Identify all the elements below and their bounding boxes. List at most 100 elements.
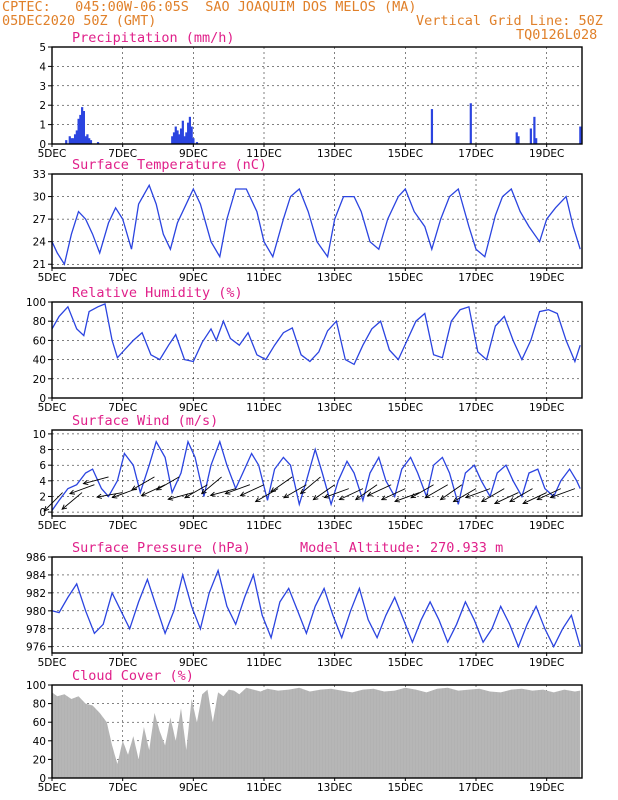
wind-title: Surface Wind (m/s) bbox=[72, 413, 218, 429]
precipitation-bar bbox=[72, 138, 75, 144]
precipitation-bar bbox=[179, 128, 183, 144]
precipitation-frame bbox=[51, 46, 583, 145]
precipitation-bar bbox=[79, 114, 82, 144]
precipitation-title: Precipitation (mm/h) bbox=[72, 30, 235, 46]
temperature-xtick-label: 19DEC bbox=[529, 272, 564, 284]
temperature-ytick-label: 30 bbox=[33, 192, 46, 204]
cloud-cover-xtick-label: 7DEC bbox=[108, 782, 137, 794]
precipitation-ytick-label: 0 bbox=[39, 139, 46, 151]
wind-arrow-head bbox=[68, 489, 75, 495]
precipitation-bar bbox=[174, 126, 177, 144]
precipitation-bar bbox=[176, 130, 179, 144]
precipitation-bar bbox=[181, 120, 184, 144]
wind-arrow bbox=[440, 484, 463, 501]
pressure-xtick-label: 9DEC bbox=[179, 657, 208, 669]
pressure-xtick-label: 19DEC bbox=[529, 657, 564, 669]
wind-arrow bbox=[494, 492, 519, 504]
wind-arrow bbox=[61, 492, 83, 510]
precipitation-bar bbox=[185, 132, 188, 144]
wind-arrow bbox=[184, 484, 208, 499]
wind-arrow bbox=[255, 488, 279, 503]
wind-arrow-head bbox=[254, 497, 261, 503]
pressure-annotation: Model Altitude: 270.933 m bbox=[300, 540, 503, 556]
wind-arrow-head bbox=[270, 487, 276, 493]
temperature-xtick-label: 7DEC bbox=[108, 272, 137, 284]
humidity-xtick-label: 19DEC bbox=[529, 402, 564, 414]
humidity-frame bbox=[51, 301, 583, 399]
precipitation-bar bbox=[533, 116, 536, 144]
cloud-cover-title: Cloud Cover (%) bbox=[72, 668, 194, 684]
wind-arrow-head bbox=[224, 489, 231, 495]
humidity-ytick-label: 20 bbox=[33, 374, 46, 386]
wind-arrow bbox=[465, 488, 491, 498]
temperature-xtick-label: 15DEC bbox=[388, 272, 423, 284]
precipitation-bar bbox=[192, 138, 195, 144]
precipitation-ytick-label: 1 bbox=[39, 120, 46, 132]
pressure-ytick-label: 986 bbox=[26, 552, 46, 564]
pressure-ytick-label: 984 bbox=[26, 570, 46, 582]
pressure-xtick-label: 13DEC bbox=[317, 657, 352, 669]
precipitation-bar bbox=[178, 134, 181, 144]
wind-arrow bbox=[225, 484, 251, 495]
wind-xtick-label: 9DEC bbox=[179, 520, 208, 532]
precipitation-bar bbox=[579, 126, 582, 144]
precipitation-bar bbox=[73, 134, 77, 144]
wind-arrow-head bbox=[43, 506, 50, 512]
precipitation-bar bbox=[469, 103, 472, 144]
cloud-cover-xtick-label: 17DEC bbox=[458, 782, 493, 794]
humidity-ytick-label: 80 bbox=[33, 316, 46, 328]
precipitation-ytick-label: 3 bbox=[39, 81, 46, 93]
humidity-ytick-label: 100 bbox=[26, 297, 46, 309]
pressure-ytick-label: 976 bbox=[26, 642, 46, 654]
precipitation-bar bbox=[535, 138, 538, 144]
wind-xtick-label: 7DEC bbox=[108, 520, 137, 532]
precipitation-ytick-label: 4 bbox=[39, 61, 46, 73]
wind-ytick-label: 10 bbox=[33, 429, 46, 441]
cloud-cover-ytick-label: 40 bbox=[33, 736, 46, 748]
cloud-cover-xtick-label: 13DEC bbox=[317, 782, 352, 794]
wind-ytick-label: 2 bbox=[39, 491, 46, 503]
precipitation-bar bbox=[96, 142, 100, 144]
humidity-ytick-label: 0 bbox=[39, 393, 46, 405]
humidity-xtick-label: 5DEC bbox=[38, 402, 67, 414]
wind-arrow-head bbox=[424, 493, 431, 499]
wind-xtick-label: 5DEC bbox=[38, 520, 67, 532]
temperature-xtick-label: 17DEC bbox=[458, 272, 493, 284]
pressure-title: Surface Pressure (hPa) bbox=[72, 540, 251, 556]
precipitation-bar bbox=[89, 140, 93, 144]
humidity-xtick-label: 13DEC bbox=[317, 402, 352, 414]
wind-arrow bbox=[394, 492, 420, 502]
temperature-ytick-label: 33 bbox=[33, 169, 46, 181]
temperature-title: Surface Temperature (nC) bbox=[72, 157, 267, 173]
pressure-xtick-label: 5DEC bbox=[38, 657, 67, 669]
wind-arrow-head bbox=[380, 495, 387, 501]
wind-arrow-head bbox=[209, 491, 216, 497]
precipitation-xtick-label: 5DEC bbox=[38, 148, 67, 160]
cloud-cover-ytick-label: 20 bbox=[33, 754, 46, 766]
cloud-cover-ytick-label: 0 bbox=[39, 773, 46, 785]
precipitation-bar bbox=[86, 134, 89, 144]
wind-arrow bbox=[201, 476, 222, 494]
wind-arrow-head bbox=[82, 480, 89, 486]
wind-xtick-label: 11DEC bbox=[246, 520, 281, 532]
wind-arrow bbox=[550, 488, 576, 498]
precipitation-bar bbox=[183, 136, 186, 144]
cloud-cover-xtick-label: 5DEC bbox=[38, 782, 67, 794]
wind-arrow-head bbox=[239, 491, 246, 497]
precipitation-bar bbox=[75, 130, 78, 144]
precipitation-bar bbox=[172, 132, 176, 144]
pressure-xtick-label: 7DEC bbox=[108, 657, 137, 669]
cloud-cover-frame bbox=[51, 684, 583, 779]
wind-xtick-label: 19DEC bbox=[529, 520, 564, 532]
temperature-xtick-label: 5DEC bbox=[38, 272, 67, 284]
wind-arrow-head bbox=[480, 497, 487, 503]
wind-arrow-head bbox=[452, 497, 459, 503]
wind-arrow bbox=[240, 484, 265, 497]
wind-arrow bbox=[339, 488, 364, 501]
precipitation-bar bbox=[515, 132, 518, 144]
cloud-cover-area bbox=[52, 687, 581, 778]
temperature-ytick-label: 27 bbox=[33, 214, 46, 226]
cloud-cover-xtick-label: 9DEC bbox=[179, 782, 208, 794]
humidity-xtick-label: 11DEC bbox=[246, 402, 281, 414]
